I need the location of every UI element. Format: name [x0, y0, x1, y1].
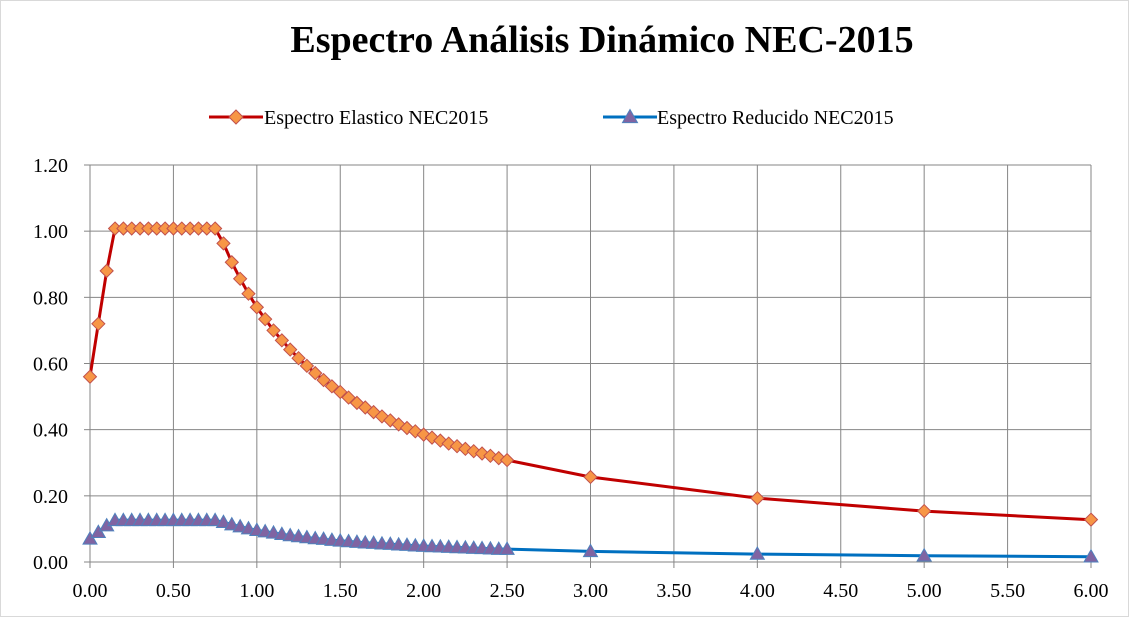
data-point: [582, 543, 599, 558]
data-point: [99, 263, 114, 279]
data-point: [223, 516, 240, 531]
gridlines: [90, 164, 1092, 562]
legend-marker-elastic: [228, 109, 244, 125]
data-point: [316, 372, 331, 388]
data-point: [241, 286, 256, 301]
data-point: [333, 384, 348, 400]
series-reduced: [82, 512, 1099, 563]
x-tick-label: 5.00: [907, 580, 942, 602]
y-axis-ticks: 0.00 0.20 0.40 0.60 0.80 1.00 1.20: [33, 155, 68, 574]
x-tick-label: 0.50: [156, 580, 191, 602]
data-point: [266, 323, 281, 338]
data-point: [441, 436, 456, 451]
y-tick-label: 0.40: [33, 420, 68, 442]
data-point: [358, 400, 373, 415]
data-point: [499, 541, 515, 555]
chart-title: Espectro Análisis Dinámico NEC-2015: [290, 19, 913, 61]
data-point: [224, 255, 240, 270]
legend-item-reduced: Espectro Reducido NEC2015: [603, 107, 894, 129]
data-point: [474, 446, 490, 461]
y-tick-label: 0.00: [33, 552, 68, 574]
legend-marker-reduced: [621, 108, 639, 124]
legend-label-reduced: Espectro Reducido NEC2015: [657, 107, 894, 129]
data-point: [207, 512, 223, 527]
data-point: [91, 316, 106, 332]
y-tick-label: 1.00: [33, 221, 68, 243]
data-point: [1083, 512, 1099, 527]
x-tick-label: 1.00: [239, 580, 274, 602]
data-point: [207, 221, 223, 236]
data-point: [232, 271, 248, 287]
data-point: [257, 311, 273, 327]
x-axis-ticks: 0.00 0.50 1.00 1.50 2.00 2.50 3.00 3.50 4.00 4.50…: [73, 580, 1109, 602]
series-group: [82, 221, 1099, 563]
data-point: [282, 342, 298, 357]
data-point: [216, 236, 231, 251]
legend-item-elastic: Espectro Elastico NEC2015: [209, 107, 488, 129]
x-tick-label: 5.50: [990, 580, 1025, 602]
data-point: [583, 469, 598, 485]
x-tick-label: 2.50: [490, 580, 525, 602]
legend: Espectro Elastico NEC2015 Espectro Reduc…: [209, 107, 894, 129]
data-point: [466, 443, 481, 459]
data-point: [215, 514, 232, 529]
axes: [84, 164, 1092, 568]
data-point: [274, 333, 290, 348]
data-point: [399, 420, 415, 436]
legend-label-elastic: Espectro Elastico NEC2015: [264, 107, 488, 129]
data-point: [324, 379, 340, 394]
data-point: [299, 358, 315, 374]
x-tick-label: 1.50: [323, 580, 358, 602]
data-point: [341, 390, 356, 405]
data-point: [1083, 548, 1099, 563]
y-tick-label: 0.60: [33, 354, 68, 376]
data-point: [750, 490, 765, 506]
y-tick-label: 1.20: [33, 155, 68, 177]
data-point: [749, 546, 766, 560]
data-point: [916, 547, 933, 562]
data-point: [416, 427, 431, 442]
data-point: [308, 365, 323, 381]
data-point: [499, 452, 515, 468]
x-tick-label: 4.00: [740, 580, 775, 602]
x-tick-label: 2.00: [406, 580, 441, 602]
series-elastic: [82, 221, 1099, 527]
x-tick-label: 0.00: [73, 580, 108, 602]
y-tick-label: 0.20: [33, 486, 68, 508]
x-tick-label: 4.50: [823, 580, 858, 602]
data-point: [366, 404, 381, 420]
x-tick-label: 3.00: [573, 580, 608, 602]
data-point: [916, 503, 932, 519]
data-point: [82, 369, 98, 384]
data-point: [232, 518, 249, 533]
y-tick-label: 0.80: [33, 287, 68, 309]
data-point: [408, 424, 423, 439]
x-tick-label: 6.00: [1074, 580, 1109, 602]
data-point: [249, 300, 265, 315]
data-point: [291, 350, 306, 366]
x-tick-label: 3.50: [656, 580, 691, 602]
